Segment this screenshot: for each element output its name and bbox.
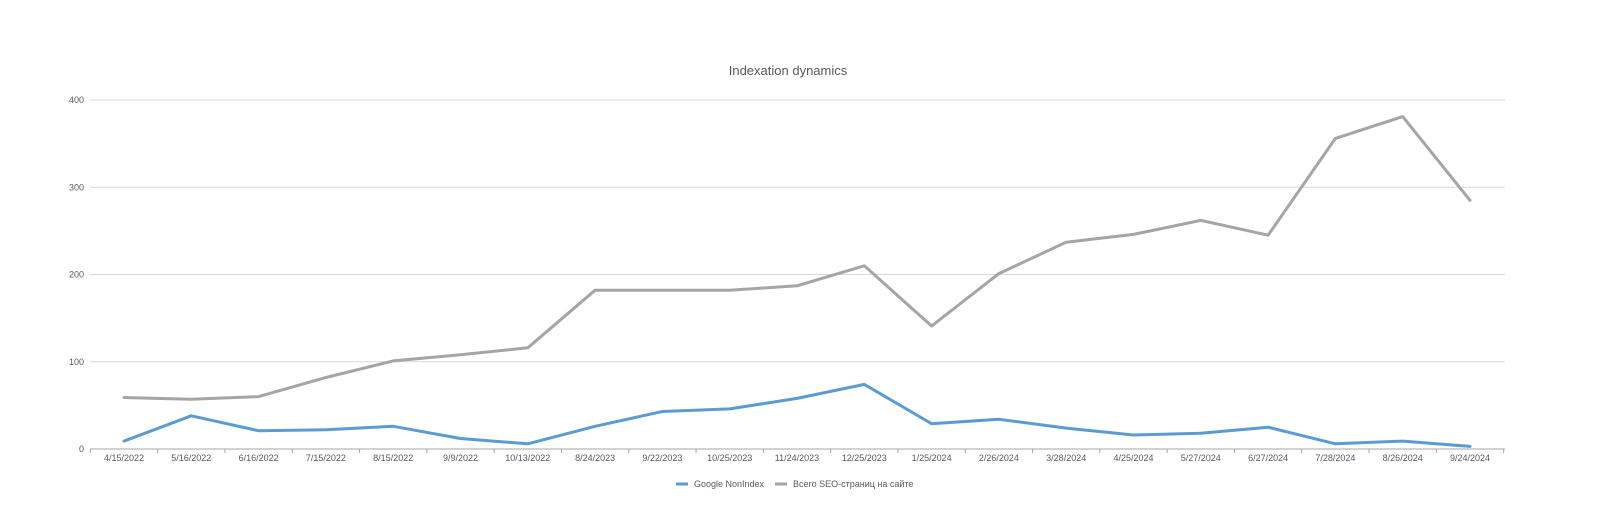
x-tick-label: 9/24/2024 xyxy=(1450,453,1490,463)
y-tick-label: 300 xyxy=(69,182,84,192)
x-tick-label: 1/25/2024 xyxy=(912,453,952,463)
grid-layer xyxy=(90,99,1505,450)
y-axis-ticks: 0 100 200 300 400 xyxy=(69,95,84,454)
x-tick-label: 10/25/2023 xyxy=(707,453,752,463)
x-tick-label: 12/25/2023 xyxy=(842,453,887,463)
x-tick-label: 8/15/2022 xyxy=(373,453,413,463)
x-tick-label: 5/16/2022 xyxy=(171,453,211,463)
legend: Google NonIndex Всего SEO-страниц на сайт… xyxy=(676,479,913,489)
x-axis-ticks: 4/15/2022 5/16/2022 6/16/2022 7/15/2022 8/15… xyxy=(89,449,1505,463)
x-tick-label: 11/24/2023 xyxy=(775,453,819,463)
x-tick-label: 6/16/2022 xyxy=(239,453,279,463)
legend-entry: Google NonIndex xyxy=(694,479,765,489)
series-line xyxy=(122,382,1472,448)
y-tick-label: 100 xyxy=(69,357,84,367)
chart-title: Indexation dynamics xyxy=(729,63,848,78)
x-tick-label: 5/27/2024 xyxy=(1181,453,1221,463)
x-tick-label: 7/15/2022 xyxy=(306,453,346,463)
x-tick-label: 9/9/2022 xyxy=(443,453,478,463)
x-tick-label: 4/25/2024 xyxy=(1113,453,1153,463)
x-tick-label: 10/13/2022 xyxy=(505,453,550,463)
series-line xyxy=(122,115,1472,401)
x-tick-label: 4/15/2022 xyxy=(104,453,144,463)
y-tick-label: 400 xyxy=(69,95,84,105)
x-tick-label: 9/22/2023 xyxy=(642,453,682,463)
x-tick-label: 8/24/2023 xyxy=(575,453,615,463)
legend-entry: Всего SEO-страниц на сайте xyxy=(793,479,913,489)
y-tick-label: 200 xyxy=(69,270,84,280)
x-tick-label: 3/28/2024 xyxy=(1046,453,1086,463)
x-tick-label: 8/26/2024 xyxy=(1383,453,1423,463)
x-tick-label: 7/28/2024 xyxy=(1315,453,1355,463)
x-tick-label: 2/26/2024 xyxy=(979,453,1019,463)
y-tick-label: 0 xyxy=(79,444,84,454)
series-layer xyxy=(122,115,1472,448)
x-tick-label: 6/27/2024 xyxy=(1248,453,1288,463)
